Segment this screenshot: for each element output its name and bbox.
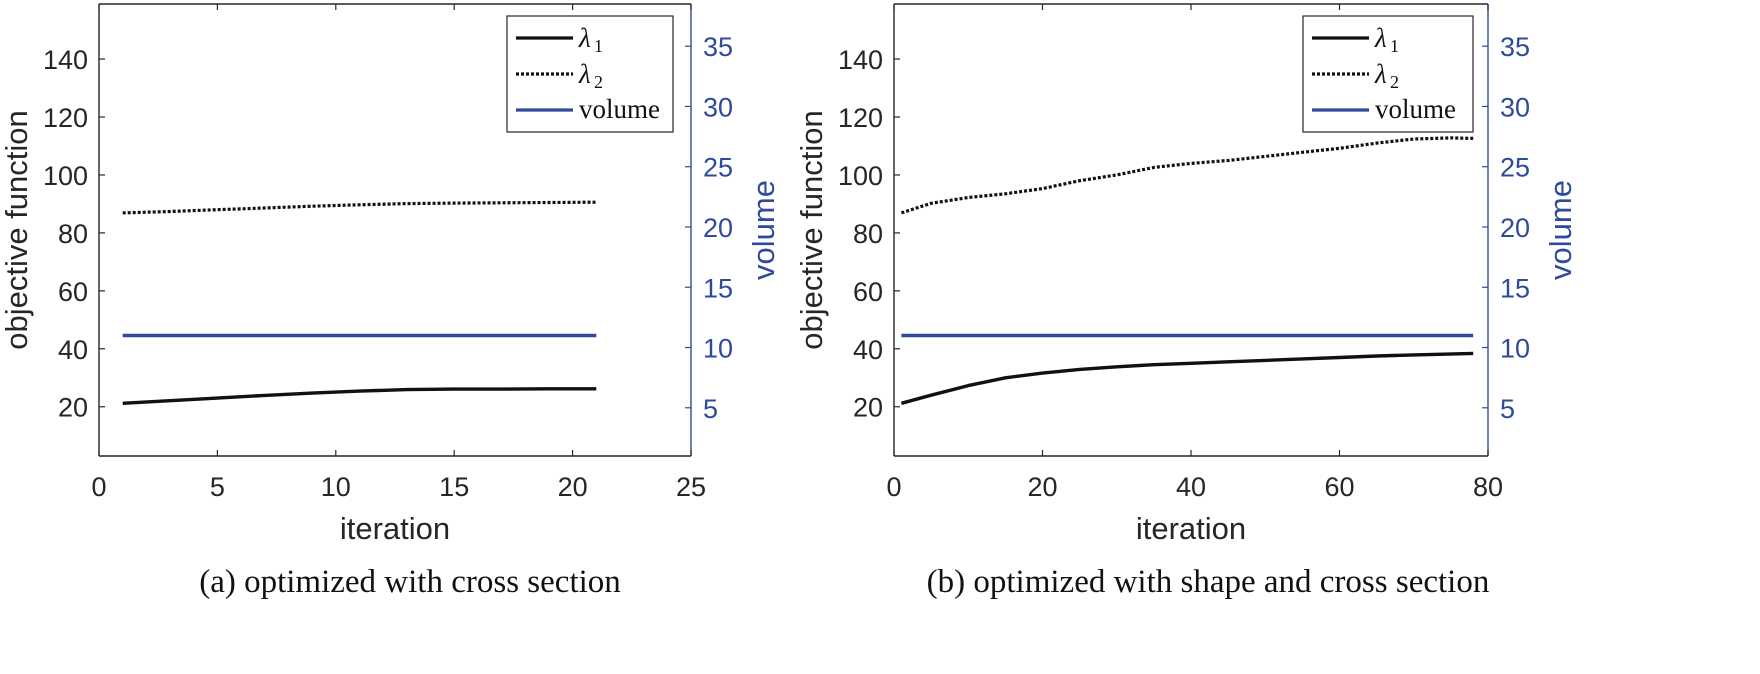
legend-subscript: 1: [1390, 36, 1399, 56]
legend-subscript: 1: [594, 36, 603, 56]
y-right-tick-label: 25: [703, 153, 733, 183]
y-right-tick-label: 30: [1500, 92, 1530, 122]
y-right-tick-label: 10: [1500, 334, 1530, 364]
y-right-tick-label: 35: [703, 32, 733, 62]
x-tick-label: 20: [1027, 472, 1057, 502]
chart-panel-b: 0 20 40 60 80 20 40 60 80 100 120 140 5 10 15 20 25 30 35 i…: [794, 3, 1578, 600]
series-line-lambda1: [122, 387, 597, 405]
legend-box: [1302, 15, 1474, 133]
y-axis-label: objective function: [0, 110, 34, 350]
y-tick-label: 100: [43, 161, 88, 191]
y-right-tick-label: 15: [703, 273, 733, 303]
y-right-tick-label: 30: [703, 92, 733, 122]
y-right-tick-label: 20: [703, 213, 733, 243]
legend-label: λ: [1374, 59, 1387, 89]
x-tick-label: 40: [1176, 472, 1206, 502]
x-tick-label: 60: [1324, 472, 1354, 502]
legend-subscript: 2: [1390, 72, 1399, 92]
x-tick-label: 10: [321, 472, 351, 502]
chart-panel-a: 0 5 10 15 20 25 20 40 60 80 100 120 140 5 10 15 20 25 30 35…: [0, 3, 781, 600]
y-tick-label: 80: [58, 219, 88, 249]
y-right-tick-label: 5: [1500, 394, 1515, 424]
legend-subscript: 2: [594, 72, 603, 92]
y-tick-label: 120: [43, 103, 88, 133]
x-tick-label: 20: [558, 472, 588, 502]
x-tick-label: 5: [210, 472, 225, 502]
y-tick-label: 20: [58, 393, 88, 423]
legend-box: [506, 15, 674, 133]
x-tick-label: 0: [886, 472, 901, 502]
legend-label: λ: [578, 59, 591, 89]
x-tick-label: 0: [91, 472, 106, 502]
x-tick-label: 25: [676, 472, 706, 502]
legend-label: volume: [1375, 94, 1456, 124]
y-tick-label: 20: [853, 393, 883, 423]
y-tick-label: 140: [43, 45, 88, 75]
y-right-tick-label: 15: [1500, 273, 1530, 303]
y-tick-label: 100: [838, 161, 883, 191]
y-tick-label: 140: [838, 45, 883, 75]
series-line-lambda1: [900, 351, 1474, 405]
y-right-tick-label: 25: [1500, 153, 1530, 183]
x-axis-label: iteration: [340, 511, 450, 546]
y-tick-label: 40: [853, 335, 883, 365]
y-right-axis-label: volume: [1543, 180, 1578, 280]
x-tick-label: 15: [439, 472, 469, 502]
y-tick-label: 60: [58, 277, 88, 307]
y-tick-label: 120: [838, 103, 883, 133]
y-right-tick-label: 20: [1500, 213, 1530, 243]
x-tick-label: 80: [1473, 472, 1503, 502]
y-right-tick-label: 10: [703, 334, 733, 364]
legend-label: λ: [578, 23, 591, 53]
series-line-lambda2: [122, 200, 597, 215]
legend-label: λ: [1374, 23, 1387, 53]
y-right-tick-label: 5: [703, 394, 718, 424]
series-line-lambda2: [900, 136, 1474, 215]
subfigure-caption: (b) optimized with shape and cross secti…: [927, 564, 1490, 600]
y-right-axis-label: volume: [746, 180, 781, 280]
y-tick-label: 60: [853, 277, 883, 307]
y-tick-label: 80: [853, 219, 883, 249]
x-axis-label: iteration: [1136, 511, 1246, 546]
y-right-tick-label: 35: [1500, 32, 1530, 62]
y-tick-label: 40: [58, 335, 88, 365]
y-axis-label: objective function: [794, 110, 829, 350]
subfigure-caption: (a) optimized with cross section: [199, 564, 621, 600]
legend-label: volume: [579, 94, 660, 124]
